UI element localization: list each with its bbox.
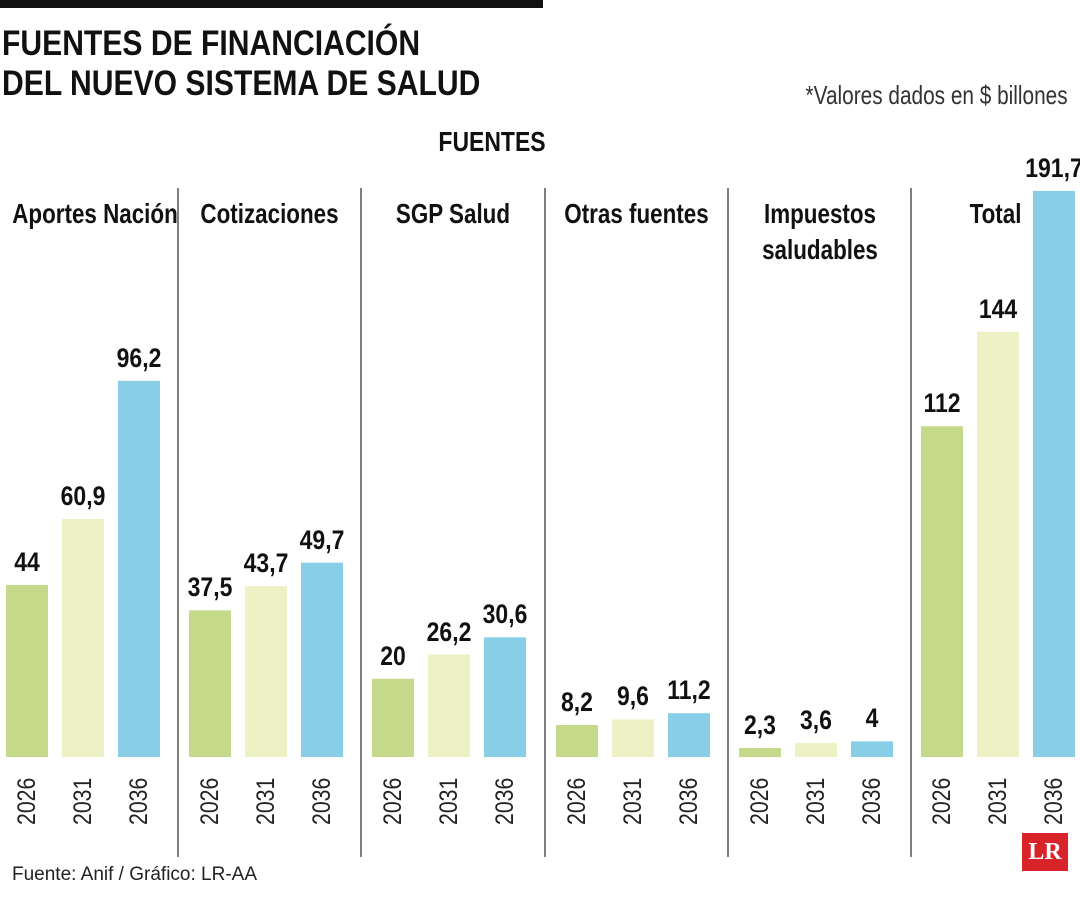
value-label: 43,7 — [243, 548, 289, 579]
value-label: 60,9 — [60, 480, 106, 511]
bar — [612, 719, 654, 757]
category-label: Total — [969, 198, 1022, 229]
logo: LR — [1022, 833, 1068, 871]
bar — [428, 654, 470, 757]
value-label: 49,7 — [299, 524, 345, 555]
value-label: 26,2 — [426, 616, 472, 647]
bar — [921, 426, 963, 757]
x-tick-label: 2036 — [308, 777, 336, 825]
x-tick-label: 2036 — [1040, 777, 1068, 825]
value-label: 20 — [380, 640, 406, 671]
x-tick-label: 2026 — [13, 777, 41, 825]
bar — [189, 610, 231, 757]
category-label: Aportes Nación — [12, 198, 178, 229]
x-tick-label: 2026 — [563, 777, 591, 825]
value-label: 37,5 — [187, 572, 233, 603]
x-tick-label: 2036 — [125, 777, 153, 825]
bar — [1033, 190, 1075, 758]
bar — [62, 518, 104, 757]
x-tick-label: 2026 — [746, 777, 774, 825]
x-tick-label: 2031 — [802, 777, 830, 825]
category-label: Cotizaciones — [200, 198, 339, 229]
x-tick-label: 2036 — [675, 777, 703, 825]
bar — [556, 724, 598, 757]
bar — [851, 741, 893, 757]
x-tick-label: 2031 — [69, 777, 97, 825]
bar — [484, 637, 526, 757]
value-label: 8,2 — [561, 686, 593, 717]
category-label: SGP Salud — [395, 198, 511, 229]
x-tick-label: 2031 — [435, 777, 463, 825]
category-label: Impuestos saludables — [761, 198, 878, 265]
value-label: 4 — [865, 703, 879, 734]
source: Fuente: Anif / Gráfico: LR-AA — [12, 864, 257, 885]
value-label: 11,2 — [667, 675, 711, 706]
bar — [245, 586, 287, 757]
value-label: 144 — [978, 293, 1018, 324]
note: *Valores dados en $ billones — [805, 80, 1068, 110]
bar — [977, 331, 1019, 757]
x-tick-label: 2026 — [928, 777, 956, 825]
value-label: 2,3 — [744, 710, 776, 740]
chart-title: DEL NUEVO SISTEMA DE SALUD — [2, 64, 481, 103]
x-tick-label: 2036 — [491, 777, 519, 825]
value-label: 191,7 — [1025, 152, 1080, 183]
value-label: 30,6 — [482, 599, 528, 630]
chart-title: FUENTES DE FINANCIACIÓN — [2, 24, 421, 63]
category-label: Otras fuentes — [564, 198, 709, 229]
value-label: 44 — [14, 546, 40, 577]
value-label: 9,6 — [617, 681, 649, 712]
bar — [372, 678, 414, 757]
bar — [795, 742, 837, 757]
bar — [739, 748, 781, 757]
value-label: 3,6 — [800, 704, 832, 735]
top-rule — [0, 0, 543, 8]
x-tick-label: 2031 — [619, 777, 647, 825]
bar — [6, 584, 48, 757]
x-tick-label: 2026 — [196, 777, 224, 825]
x-tick-label: 2031 — [984, 777, 1012, 825]
bar — [668, 713, 710, 757]
bar — [118, 380, 160, 757]
value-label: 96,2 — [116, 342, 162, 373]
x-tick-label: 2036 — [858, 777, 886, 825]
subtitle: FUENTES — [438, 126, 546, 157]
x-tick-label: 2031 — [252, 777, 280, 825]
bar — [301, 562, 343, 757]
value-label: 112 — [923, 388, 961, 419]
x-tick-label: 2026 — [379, 777, 407, 825]
